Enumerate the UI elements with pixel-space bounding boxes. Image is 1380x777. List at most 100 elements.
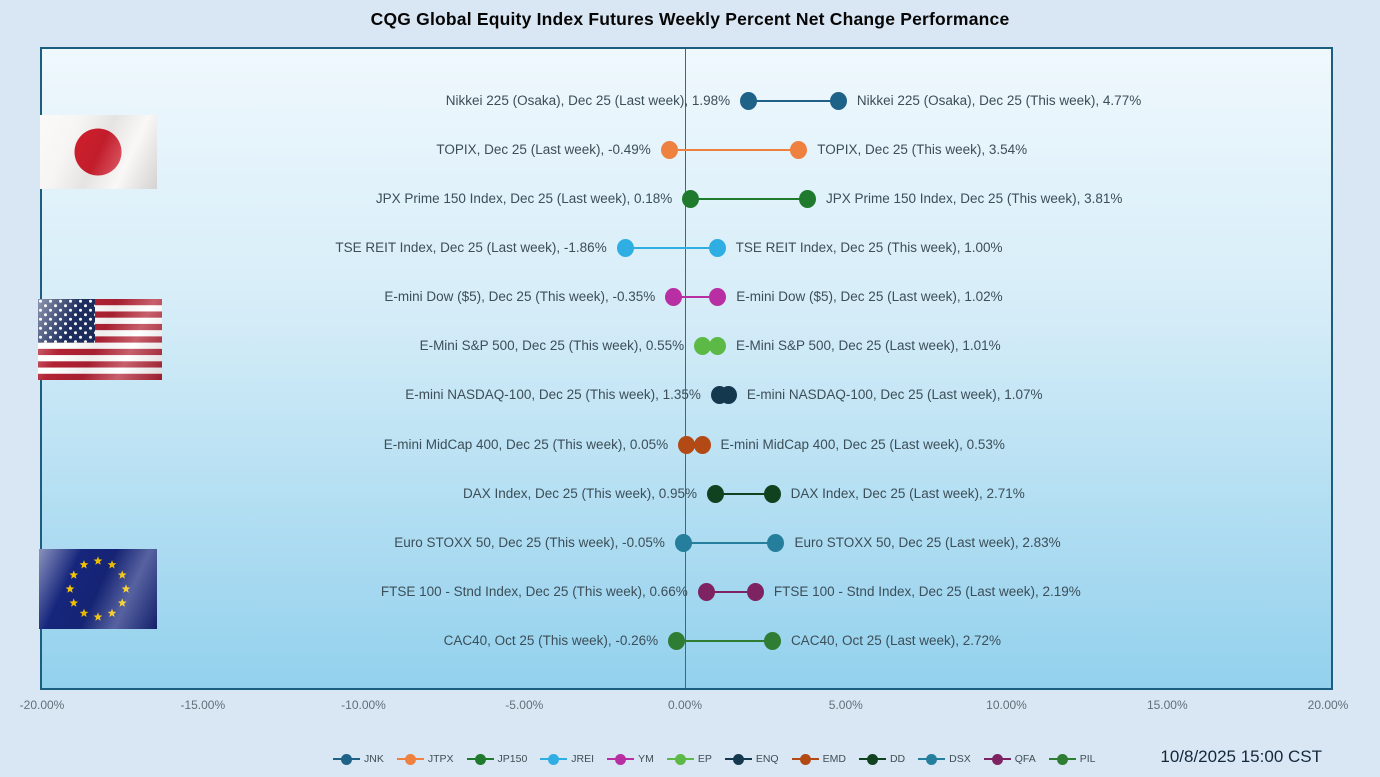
legend-marker-icon — [333, 753, 360, 765]
dot-right-ENQ — [710, 386, 728, 405]
legend-label: PIL — [1079, 753, 1096, 765]
x-tick-label: -5.00% — [505, 698, 544, 712]
row-left-label-DSX: Euro STOXX 50, Dec 25 (This week), -0.05… — [394, 534, 665, 550]
dot-left-EMD — [678, 435, 696, 454]
legend-marker-icon — [983, 753, 1011, 765]
legend-label: EMD — [822, 753, 846, 765]
legend-item-DSX: DSX — [918, 753, 971, 765]
row-left-label-JTPX: TOPIX, Dec 25 (Last week), -0.49% — [436, 141, 651, 157]
legend-marker-icon — [791, 753, 819, 765]
dot-right-DD — [763, 484, 781, 503]
dot-right-PIL — [763, 632, 781, 651]
legend-item-YM: YM — [607, 753, 654, 765]
legend-marker-icon — [466, 753, 494, 765]
row-left-label-JP150: JPX Prime 150 Index, Dec 25 (Last week),… — [375, 190, 673, 206]
dot-left-JP150 — [682, 189, 700, 208]
legend-label: ENQ — [755, 753, 779, 765]
dot-right-JREI — [708, 238, 726, 257]
dumbbell-line-JNK — [748, 99, 839, 102]
dot-left-PIL — [668, 632, 686, 651]
legend-marker-icon — [540, 753, 568, 765]
row-left-label-ENQ: E-mini NASDAQ-100, Dec 25 (This week), 1… — [405, 387, 701, 403]
legend-item-EP: EP — [666, 753, 712, 765]
row-left-label-EMD: E-mini MidCap 400, Dec 25 (This week), 0… — [383, 436, 669, 452]
row-left-label-JREI: TSE REIT Index, Dec 25 (Last week), -1.8… — [335, 239, 607, 255]
legend-label: QFA — [1014, 753, 1036, 765]
plot-area: Nikkei 225 (Osaka), Dec 25 (Last week), … — [40, 47, 1333, 690]
dumbbell-line-JTPX — [669, 148, 799, 151]
dot-right-QFA — [746, 583, 764, 601]
row-right-label-YM: E-mini Dow ($5), Dec 25 (Last week), 1.0… — [736, 289, 1003, 305]
dumbbell-line-JREI — [625, 246, 718, 249]
dot-right-EP — [708, 337, 726, 356]
legend-marker-icon — [724, 753, 752, 765]
dot-right-JNK — [829, 91, 847, 110]
legend-marker-icon — [607, 753, 635, 765]
x-tick-label: -10.00% — [341, 698, 386, 712]
row-right-label-PIL: CAC40, Oct 25 (Last week), 2.72% — [790, 633, 1002, 649]
legend-marker-icon — [1048, 753, 1076, 765]
japan-flag-icon — [40, 115, 157, 189]
timestamp: 10/8/2025 15:00 CST — [1160, 747, 1322, 766]
legend-item-JREI: JREI — [540, 753, 594, 765]
plot-inner: Nikkei 225 (Osaka), Dec 25 (Last week), … — [42, 49, 1331, 688]
dumbbell-line-YM — [673, 296, 718, 299]
legend-item-JNK: JNK — [333, 753, 384, 765]
row-right-label-QFA: FTSE 100 - Stnd Index, Dec 25 (Last week… — [773, 584, 1081, 599]
dot-right-DSX — [767, 533, 785, 552]
legend-label: EP — [697, 753, 712, 765]
x-tick-label: -15.00% — [180, 698, 226, 712]
row-left-label-YM: E-mini Dow ($5), Dec 25 (This week), -0.… — [384, 289, 656, 305]
row-left-label-EP: E-Mini S&P 500, Dec 25 (This week), 0.55… — [419, 338, 685, 354]
row-right-label-DD: DAX Index, Dec 25 (Last week), 2.71% — [790, 485, 1025, 501]
dumbbell-line-DSX — [683, 541, 776, 544]
row-left-label-QFA: FTSE 100 - Stnd Index, Dec 25 (This week… — [380, 584, 688, 599]
row-right-label-DSX: Euro STOXX 50, Dec 25 (Last week), 2.83% — [794, 534, 1061, 550]
x-tick-label: 10.00% — [986, 698, 1027, 712]
x-tick-label: 20.00% — [1307, 698, 1349, 712]
x-tick-label: 0.00% — [667, 698, 703, 712]
legend-label: JNK — [364, 753, 384, 765]
dumbbell-line-PIL — [676, 640, 773, 643]
row-left-label-JNK: Nikkei 225 (Osaka), Dec 25 (Last week), … — [445, 92, 731, 108]
legend-label: JP150 — [497, 753, 528, 765]
x-axis: -20.00% -15.00% -10.00% -5.00% 0.00% 5.00% 10.… — [20, 698, 1349, 718]
dumbbell-line-JP150 — [690, 197, 808, 200]
legend-marker-icon — [396, 753, 424, 765]
legend-item-DD: DD — [858, 753, 906, 765]
zero-axis-line — [685, 49, 686, 688]
legend-marker-icon — [858, 753, 886, 765]
legend-item-PIL: PIL — [1048, 753, 1096, 765]
eu-flag-icon — [39, 549, 157, 629]
legend-label: YM — [638, 753, 654, 765]
dot-left-JTPX — [660, 140, 678, 159]
legend-item-JTPX: JTPX — [396, 753, 454, 765]
dot-left-QFA — [697, 583, 715, 601]
legend-label: DD — [889, 753, 906, 765]
row-right-label-EP: E-Mini S&P 500, Dec 25 (Last week), 1.01… — [735, 338, 1001, 354]
row-right-label-JNK: Nikkei 225 (Osaka), Dec 25 (This week), … — [856, 92, 1142, 108]
row-right-label-JTPX: TOPIX, Dec 25 (This week), 3.54% — [817, 141, 1028, 157]
legend-label: JTPX — [427, 753, 454, 765]
legend-item-EMD: EMD — [791, 753, 846, 765]
legend-label: DSX — [949, 753, 971, 765]
x-tick-label: 15.00% — [1146, 698, 1188, 712]
dumbbell-line-DD — [715, 492, 773, 495]
legend-item-JP150: JP150 — [466, 753, 528, 765]
dumbbell-line-QFA — [706, 591, 756, 593]
row-right-label-EMD: E-mini MidCap 400, Dec 25 (Last week), 0… — [720, 436, 1005, 452]
legend-label: JREI — [571, 753, 595, 765]
dot-left-EP — [694, 337, 712, 356]
legend-item-ENQ: ENQ — [724, 753, 779, 765]
x-tick-label: -20.00% — [19, 698, 65, 712]
dot-left-YM — [665, 288, 683, 307]
x-tick-label: 5.00% — [828, 698, 863, 712]
dot-right-EMD — [693, 435, 711, 454]
dot-left-DD — [707, 484, 725, 503]
row-right-label-ENQ: E-mini NASDAQ-100, Dec 25 (Last week), 1… — [746, 387, 1043, 403]
row-right-label-JREI: TSE REIT Index, Dec 25 (This week), 1.00… — [735, 239, 1003, 255]
row-left-label-DD: DAX Index, Dec 25 (This week), 0.95% — [462, 485, 698, 501]
dot-right-JP150 — [798, 189, 816, 208]
row-left-label-PIL: CAC40, Oct 25 (This week), -0.26% — [443, 633, 659, 649]
